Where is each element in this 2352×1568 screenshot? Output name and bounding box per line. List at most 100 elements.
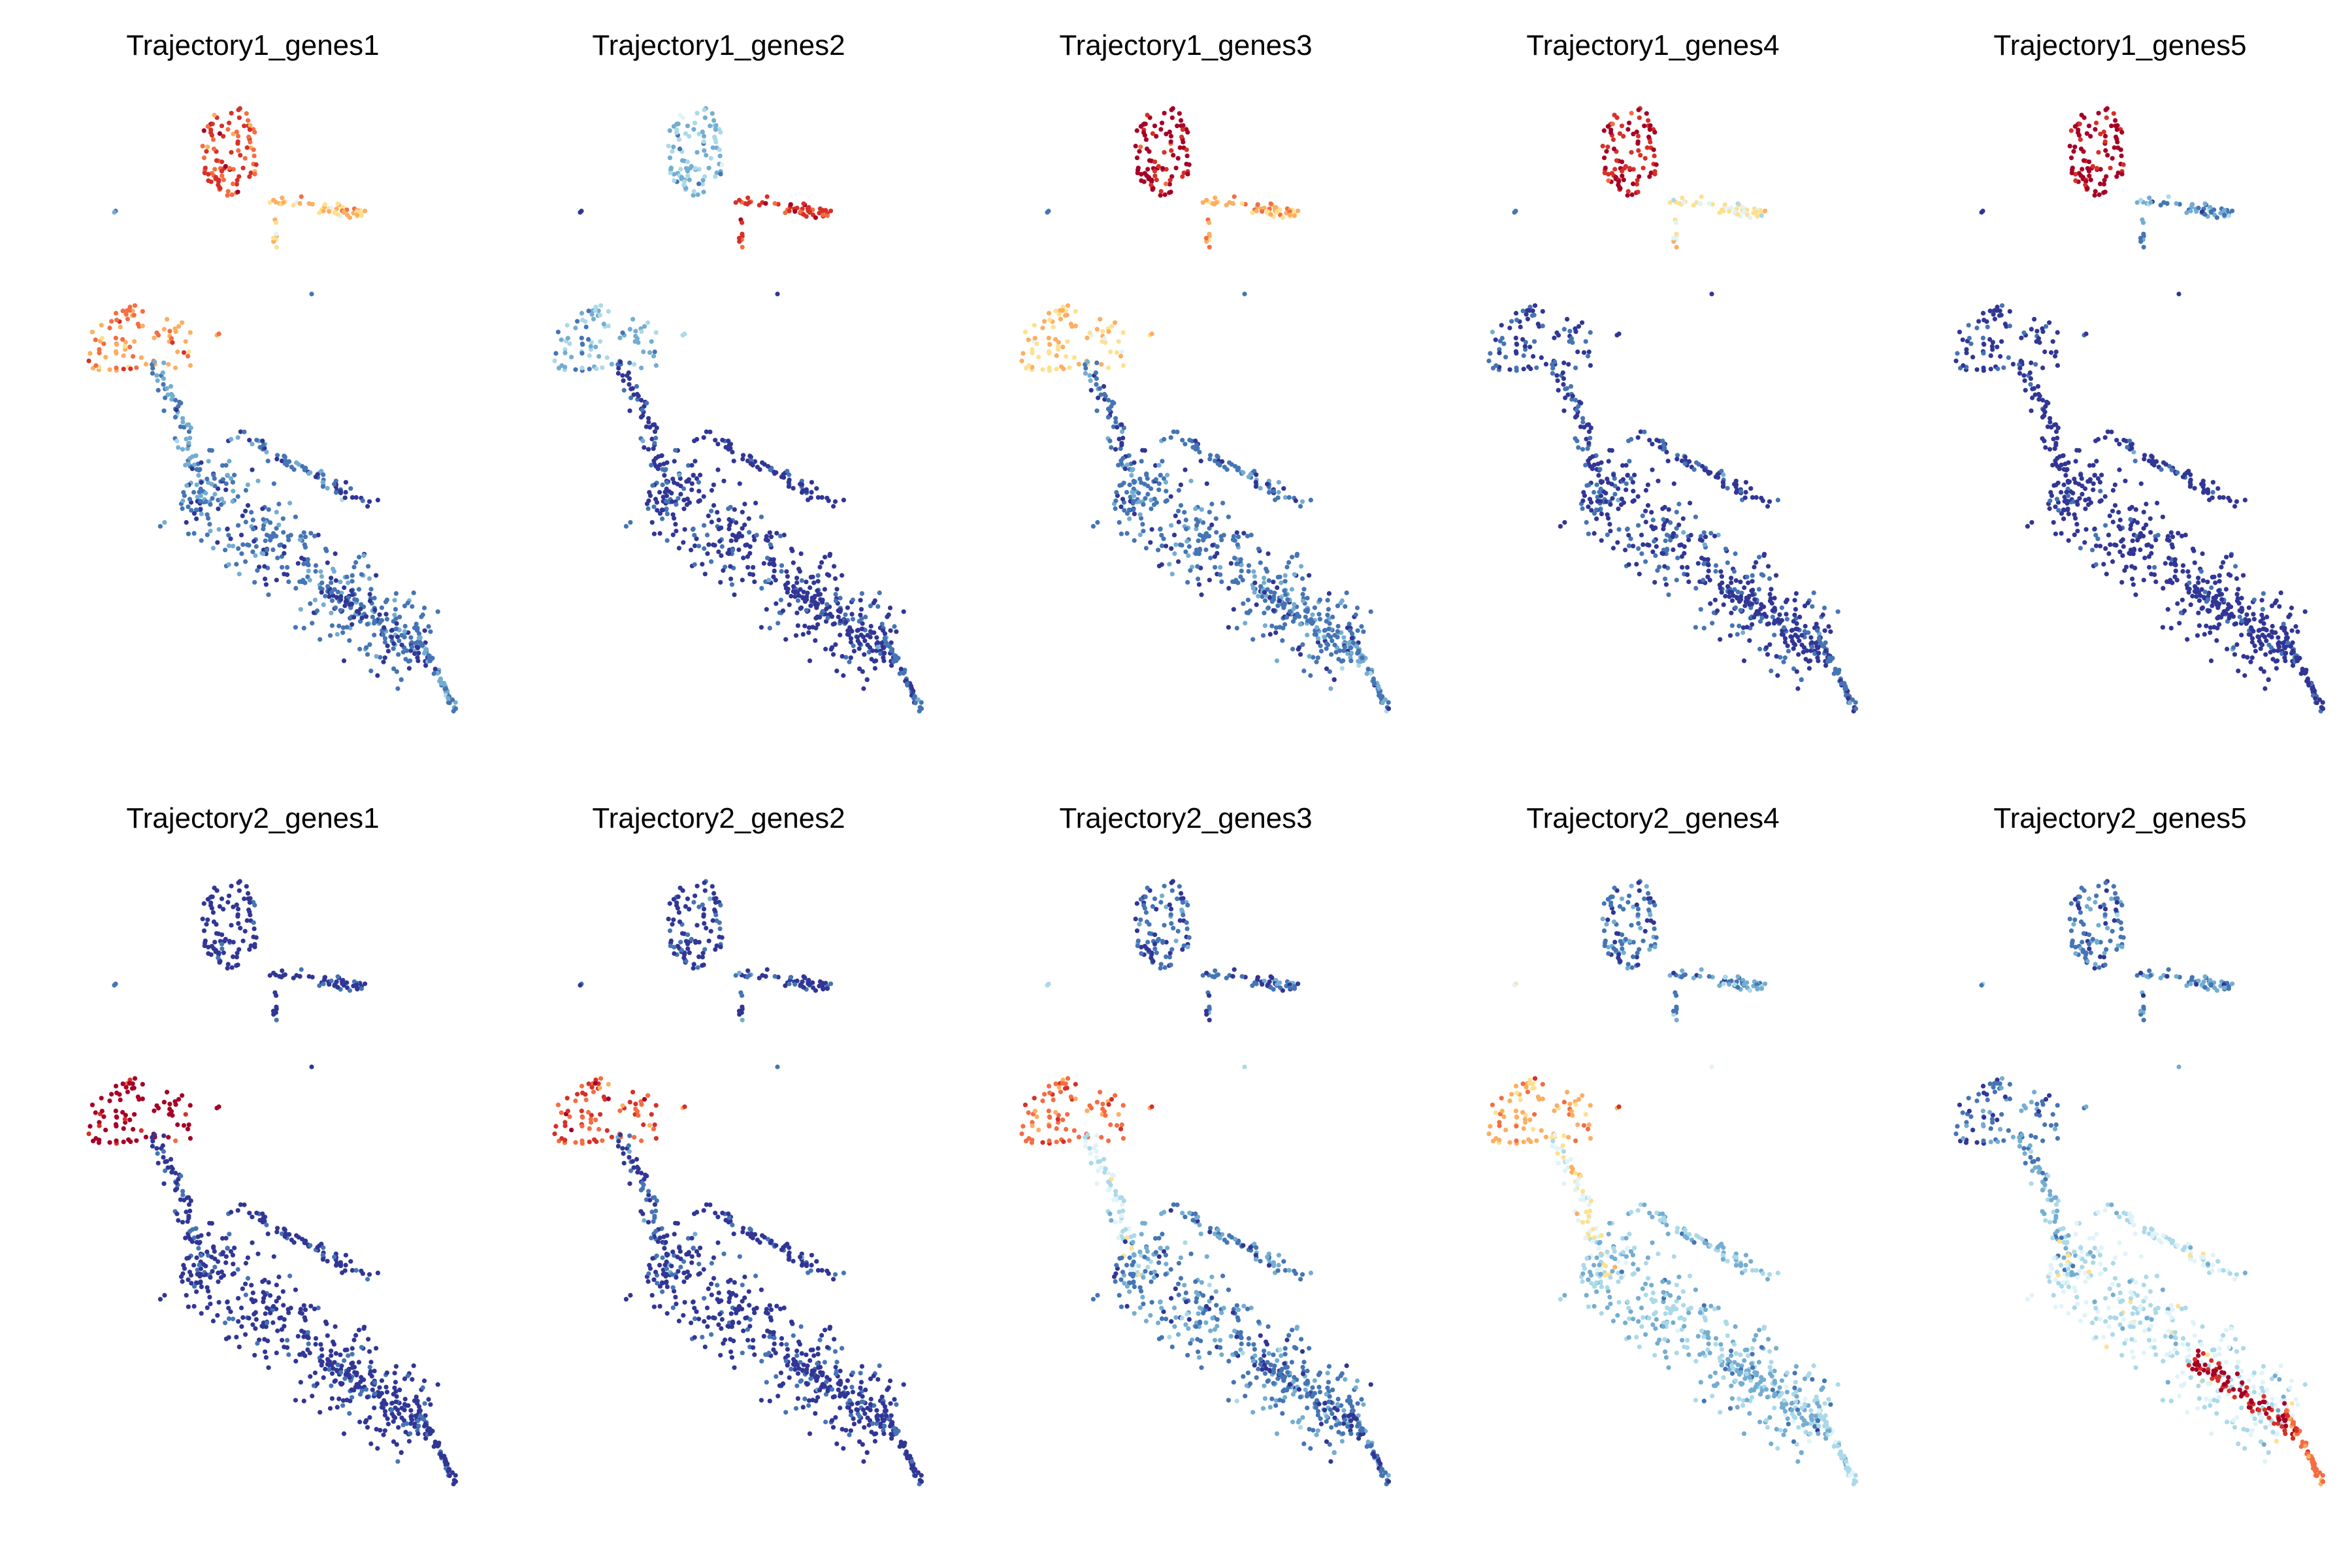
scatter-point [372, 595, 377, 601]
scatter-point [1733, 578, 1739, 583]
scatter-point [2264, 614, 2270, 620]
scatter-point [314, 608, 320, 613]
scatter-point [1561, 360, 1567, 366]
scatter-point [342, 603, 348, 608]
scatter-point [2072, 144, 2078, 150]
scatter-point [189, 508, 194, 513]
scatter-point [1256, 546, 1262, 551]
scatter-point [1160, 459, 1165, 464]
panel-title: Trajectory1_genes5 [1993, 29, 2246, 61]
scatter-point [629, 395, 634, 400]
scatter-point [733, 200, 738, 205]
scatter-point [692, 562, 697, 567]
scatter-point [1697, 201, 1703, 206]
scatter-point [1194, 527, 1199, 532]
scatter-point [246, 135, 252, 140]
scatter-point [1243, 621, 1248, 626]
scatter-point [1262, 205, 1267, 210]
scatter-point [1594, 516, 1599, 521]
scatter-point [1238, 557, 1243, 562]
scatter-point [1268, 212, 1273, 217]
scatter-point [826, 498, 831, 504]
scatter-point [2076, 130, 2081, 135]
scatter-point [223, 487, 229, 493]
scatter-point [819, 560, 825, 565]
scatter-point [1176, 508, 1181, 514]
scatter-point [2037, 393, 2042, 399]
scatter-point [1180, 438, 1185, 443]
scatter-point [2174, 578, 2180, 583]
scatter-point [1360, 655, 1365, 661]
scatter-point [2091, 481, 2096, 486]
scatter-point [737, 531, 742, 536]
scatter-point [1585, 446, 1590, 451]
scatter-point [1698, 607, 1703, 612]
scatter-point [1248, 472, 1253, 477]
scatter-point [1720, 484, 1725, 489]
scatter-point [664, 480, 670, 485]
scatter-point [327, 594, 332, 599]
scatter-point [2080, 174, 2085, 180]
scatter-point [271, 531, 276, 536]
scatter-point [737, 239, 742, 244]
scatter-point [1101, 384, 1107, 389]
scatter-point [1806, 666, 1812, 671]
scatter-point [2141, 510, 2146, 515]
scatter-point [673, 521, 678, 527]
scatter-point [1648, 139, 1653, 145]
scatter-point [1113, 416, 1119, 421]
scatter-point [161, 376, 166, 382]
scatter-point [367, 1415, 372, 1420]
scatter-point [2070, 491, 2076, 496]
scatter-point [875, 604, 881, 609]
scatter-point [1296, 614, 1302, 619]
scatter-point [1701, 561, 1707, 566]
scatter-point [1322, 627, 1328, 633]
scatter-point [1718, 569, 1723, 574]
scatter-point [1611, 146, 1617, 152]
scatter-point [1757, 555, 1762, 560]
scatter-point [894, 629, 899, 634]
scatter-point [719, 544, 725, 549]
scatter-point [1660, 506, 1665, 512]
scatter-point [1747, 638, 1752, 644]
scatter-point [400, 649, 406, 655]
scatter-point [1264, 569, 1269, 574]
scatter-point [132, 339, 137, 344]
scatter-point [636, 340, 641, 345]
scatter-point [385, 643, 390, 649]
scatter-point [1813, 640, 1818, 646]
scatter-point [1772, 618, 1778, 623]
scatter-point [271, 481, 276, 486]
scatter-point [2079, 112, 2084, 118]
scatter-point [2104, 174, 2109, 179]
scatter-point [203, 1264, 208, 1269]
scatter-point [253, 162, 259, 167]
scatter-point [1310, 612, 1315, 617]
scatter-point [338, 489, 344, 494]
scatter-point [1682, 544, 1687, 549]
scatter-point [2065, 498, 2070, 504]
scatter-point [212, 491, 218, 497]
scatter-point [683, 131, 688, 136]
scatter-point [1301, 587, 1307, 592]
scatter-point [435, 670, 440, 676]
scatter-point [1354, 605, 1360, 611]
scatter-point [291, 975, 296, 981]
scatter-point [1644, 111, 1649, 116]
scatter-point [1635, 139, 1641, 144]
scatter-point [1594, 482, 1599, 487]
scatter-point [248, 896, 253, 901]
scatter-point [2270, 623, 2275, 629]
scatter-point [317, 210, 322, 216]
scatter-point [1616, 486, 1621, 491]
scatter-point [188, 455, 193, 461]
scatter-point [2279, 651, 2285, 657]
scatter-point [785, 590, 790, 595]
scatter-point [313, 568, 318, 574]
scatter-point [1646, 543, 1652, 548]
scatter-point [1083, 366, 1088, 371]
scatter-point [220, 477, 225, 482]
scatter-point [325, 485, 330, 491]
scatter-point [1235, 542, 1240, 547]
